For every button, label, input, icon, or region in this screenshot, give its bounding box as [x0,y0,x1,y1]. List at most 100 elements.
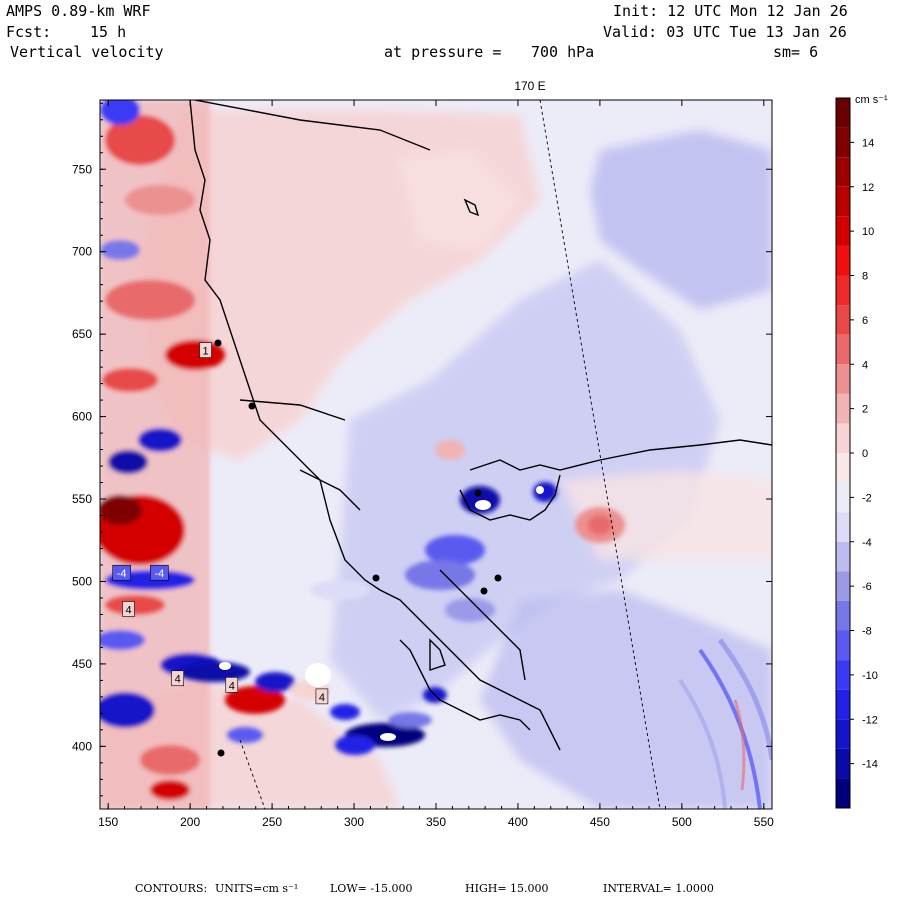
colorbar-swatch [836,245,850,276]
colorbar-swatch [836,216,850,246]
contour-label-box [150,564,169,581]
contour-label: 4 [125,604,131,616]
axes: 150 200 250 300 350 400 450 500 550 400 450 500 550 6… [72,100,774,829]
contour-label-box [315,688,329,705]
field-name: Vertical velocity [10,43,164,61]
colorbar-label--6: -6 [862,581,872,593]
colorbar-swatch [836,482,850,513]
colorbar-swatch [836,364,850,394]
colorbar-label--4: -4 [862,537,872,549]
x-tick-label-400: 400 [508,815,528,829]
colorbar-units: cm s⁻¹ [855,94,888,106]
colorbar-swatch [836,571,850,601]
colorbar-label--12: -12 [862,714,878,726]
x-tick-label-150: 150 [98,815,118,829]
colorbar-swatch [836,157,850,187]
colorbar-label--10: -10 [862,670,878,682]
colorbar-label--8: -8 [862,626,872,638]
meridian-west [239,739,266,809]
contour-label-box [225,677,239,693]
y-tick-label-650: 650 [72,327,92,341]
x-tick-label-250: 250 [262,815,282,829]
x-tick-label-550: 550 [754,815,774,829]
contour-label: 4 [175,674,181,686]
colorbar-label-10: 10 [862,226,874,238]
colorbar: -14 -12 -10 -8 -6 -4 -2 0 2 4 6 8 10 12 14 [835,97,878,809]
x-tick-label-450: 450 [590,815,610,829]
footer-low: LOW= -15.000 [330,882,413,895]
x-tick-label-500: 500 [672,815,692,829]
central-cells [310,440,625,622]
western-active-zone [100,100,225,809]
colorbar-label--2: -2 [862,492,872,504]
colorbar-label-2: 2 [862,404,868,416]
colorbar-label-0: 0 [862,448,868,460]
colorbar-label-4: 4 [862,359,868,371]
colorbar-swatch [836,600,850,631]
footer-contours-label: CONTOURS: [135,882,208,895]
valid-time: Valid: 03 UTC Tue 13 Jan 26 [603,23,847,41]
y-tick-label-600: 600 [72,410,92,424]
y-tick-label-450: 450 [72,657,92,671]
init-time: Init: 12 UTC Mon 12 Jan 26 [613,2,848,20]
colorbar-swatch [836,541,850,572]
colorbar-swatch [836,423,850,453]
contour-label: 4 [319,692,325,704]
central-rise-patch [400,150,520,250]
model-title: AMPS 0.89-km WRF [6,2,151,20]
contour-label-box [199,342,212,358]
colorbar-swatch [836,719,850,749]
colorbar-swatch [836,630,850,661]
colorbar-swatch [836,334,850,365]
colorbar-label-14: 14 [862,137,874,149]
colorbar-swatch [836,275,850,306]
colorbar-swatch [836,748,850,779]
contour-label: 4 [229,680,235,692]
colorbar-swatch [836,393,850,424]
x-tick-label-200: 200 [180,815,200,829]
east-sink-region [590,130,772,310]
x-tick-label-300: 300 [344,815,364,829]
colorbar-swatch [836,512,850,542]
contour-label-box [122,601,135,617]
meridian-label: 170 E [514,79,545,93]
colorbar-swatch [836,127,850,158]
colorbar-label-8: 8 [862,271,868,283]
colorbar-swatch [836,778,850,808]
colorbar-label-12: 12 [862,182,874,194]
colorbar-label--14: -14 [862,759,878,771]
station-dots [214,339,502,757]
x-tick-label-350: 350 [426,815,446,829]
southeast-sink [480,590,772,809]
coastlines [189,100,772,751]
forecast-hour: 15 h [90,23,127,41]
forecast-label: Fcst: [6,23,52,41]
contour-label: -4 [117,568,127,580]
y-tick-label-700: 700 [72,245,92,259]
footer-interval: INTERVAL= 1.0000 [603,882,714,895]
colorbar-swatch [836,186,850,217]
colorbar-swatch [836,98,850,128]
contour-label-box [112,564,131,581]
colorbar-swatch [836,660,850,690]
footer-units: UNITS=cm s⁻¹ [215,882,299,895]
contour-labels: 1 -4 -4 4 4 4 4 [112,342,329,705]
colorbar-label-6: 6 [862,315,868,327]
contour-label-box [171,670,184,687]
smoothing: sm= 6 [773,43,819,61]
contour-label: -4 [154,568,164,580]
y-tick-label-550: 550 [72,492,92,506]
pressure-value: 700 hPa [531,43,595,61]
colorbar-swatch [836,305,850,335]
central-sink-band [330,260,720,720]
y-tick-label-500: 500 [72,574,92,588]
colorbar-swatch [836,689,850,720]
saturated-spots [219,486,544,741]
footer-high: HIGH= 15.000 [465,882,549,895]
y-tick-label-400: 400 [72,739,92,753]
y-tick-label-750: 750 [72,162,92,176]
contour-label: 1 [202,346,208,358]
pressure-label: at pressure = [384,43,502,61]
colorbar-swatch [836,453,850,483]
